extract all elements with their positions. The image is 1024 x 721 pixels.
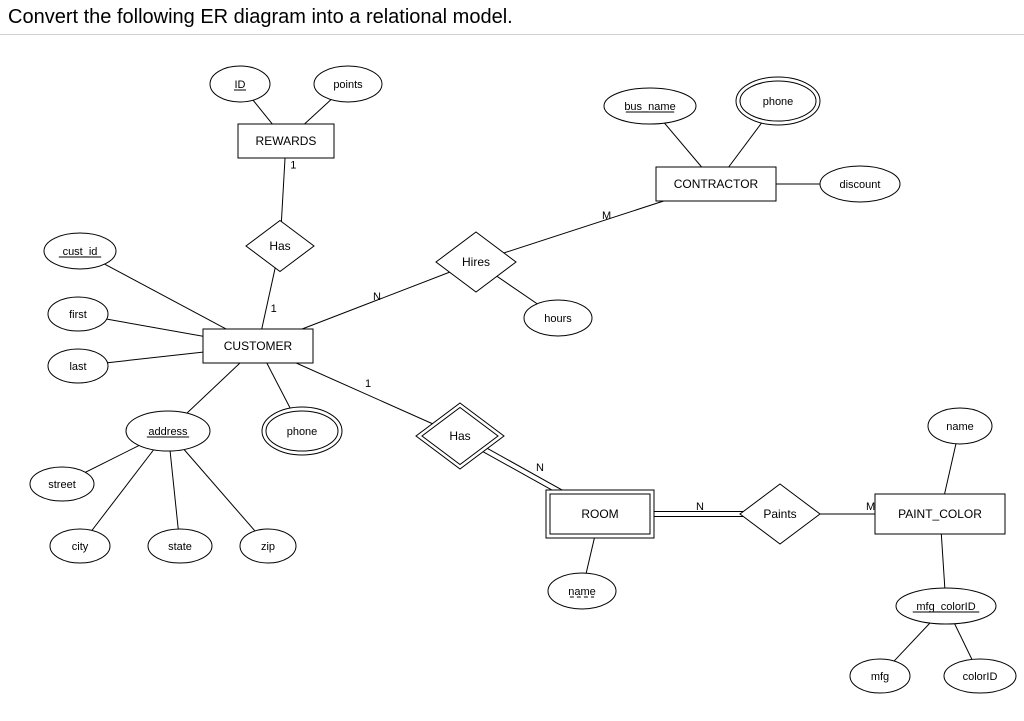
- svg-text:bus_name: bus_name: [624, 101, 675, 113]
- svg-text:1: 1: [365, 378, 371, 390]
- er-diagram: 1 1 N M 1 N N M REWARDS CUSTOMER CONTRACTOR ROOM PAI…: [0, 36, 1024, 721]
- entity-paint_color: PAINT_COLOR: [875, 494, 1005, 534]
- attribute-first: first: [48, 297, 108, 331]
- attribute-city: city: [50, 529, 110, 563]
- svg-text:state: state: [168, 541, 192, 553]
- relationship-hires: Hires: [436, 232, 516, 292]
- attribute-cust_id: cust_id: [44, 233, 116, 269]
- svg-text:ROOM: ROOM: [581, 507, 618, 521]
- svg-text:phone: phone: [287, 426, 318, 438]
- attribute-mfg: mfg: [850, 659, 910, 693]
- svg-text:cust_id: cust_id: [63, 246, 98, 258]
- svg-text:CONTRACTOR: CONTRACTOR: [674, 177, 759, 191]
- attribute-mfg_colorID: mfg_colorID: [896, 588, 996, 624]
- attribute-rew_id: ID: [210, 66, 270, 102]
- relationship-has_rewards: Has: [246, 221, 314, 272]
- svg-text:Has: Has: [269, 239, 290, 253]
- attribute-zip: zip: [240, 529, 296, 563]
- attribute-last: last: [48, 349, 108, 383]
- relationship-has_room: Has: [416, 403, 504, 469]
- entity-rewards: REWARDS: [238, 124, 334, 158]
- svg-text:zip: zip: [261, 541, 275, 553]
- entity-contractor: CONTRACTOR: [656, 167, 776, 201]
- svg-text:ID: ID: [235, 79, 246, 91]
- attribute-colorID: colorID: [944, 659, 1016, 693]
- attribute-rew_points: points: [314, 66, 382, 102]
- svg-text:N: N: [696, 501, 704, 513]
- svg-text:Hires: Hires: [462, 255, 490, 269]
- svg-text:REWARDS: REWARDS: [256, 134, 317, 148]
- attribute-street: street: [30, 467, 94, 501]
- svg-text:street: street: [48, 479, 76, 491]
- entity-room: ROOM: [546, 490, 654, 538]
- svg-text:colorID: colorID: [963, 671, 998, 683]
- svg-text:mfg: mfg: [871, 671, 889, 683]
- attribute-discount: discount: [820, 166, 900, 202]
- attribute-pc_name: name: [928, 408, 992, 444]
- svg-text:N: N: [373, 291, 381, 303]
- attribute-bus_name: bus_name: [604, 88, 696, 124]
- svg-text:M: M: [866, 501, 875, 513]
- svg-text:discount: discount: [840, 179, 881, 191]
- svg-text:hours: hours: [544, 313, 572, 325]
- attribute-hours: hours: [524, 300, 592, 336]
- horizontal-rule: [0, 34, 1024, 35]
- page-title: Convert the following ER diagram into a …: [8, 6, 513, 29]
- svg-text:first: first: [69, 309, 87, 321]
- svg-text:Has: Has: [449, 429, 470, 443]
- svg-text:CUSTOMER: CUSTOMER: [224, 339, 293, 353]
- svg-text:phone: phone: [763, 96, 794, 108]
- attribute-address: address: [126, 411, 210, 451]
- svg-text:points: points: [333, 79, 363, 91]
- entity-customer: CUSTOMER: [203, 329, 313, 363]
- svg-text:PAINT_COLOR: PAINT_COLOR: [898, 507, 982, 521]
- svg-text:city: city: [72, 541, 89, 553]
- attribute-con_phone: phone: [736, 77, 820, 125]
- attribute-room_name: name: [548, 573, 616, 609]
- relationship-paints: Paints: [740, 484, 820, 544]
- attribute-cust_phone: phone: [262, 407, 342, 455]
- svg-text:M: M: [602, 210, 611, 222]
- svg-text:address: address: [148, 426, 188, 438]
- attribute-state: state: [148, 529, 212, 563]
- svg-text:1: 1: [271, 303, 277, 315]
- svg-text:N: N: [536, 462, 544, 474]
- svg-text:1: 1: [290, 160, 296, 172]
- svg-text:Paints: Paints: [763, 507, 796, 521]
- svg-text:last: last: [69, 361, 86, 373]
- svg-text:mfg_colorID: mfg_colorID: [916, 601, 975, 613]
- svg-text:name: name: [568, 586, 596, 598]
- svg-text:name: name: [946, 421, 974, 433]
